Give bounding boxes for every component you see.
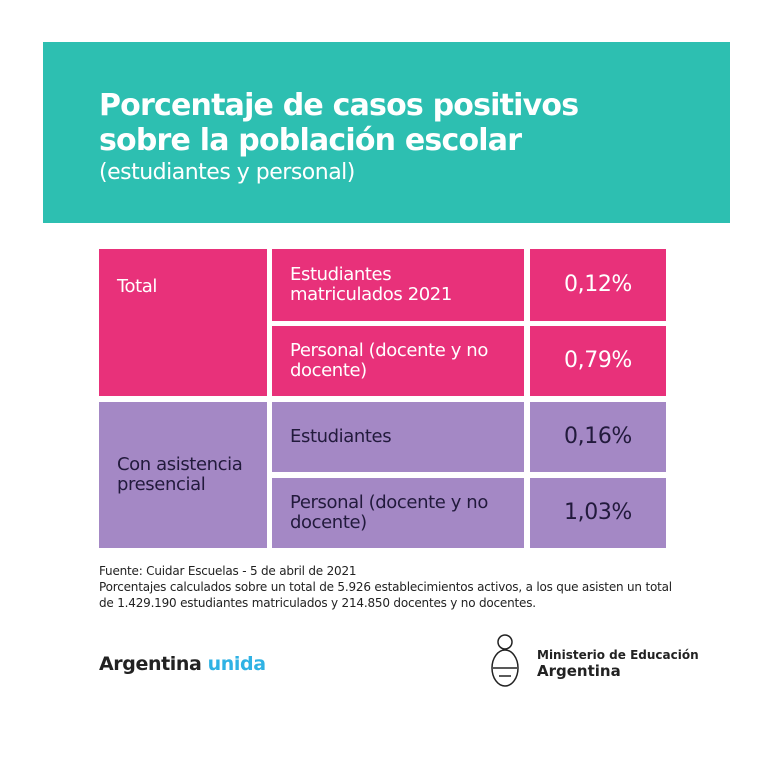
footnote: Porcentajes calculados sobre un total de… bbox=[99, 580, 672, 610]
ministry-line-1: Ministerio de Educación bbox=[537, 648, 699, 662]
source-note: Fuente: Cuidar Escuelas - 5 de abril de … bbox=[99, 564, 357, 578]
group-total: Total bbox=[99, 249, 267, 396]
row-value: 1,03% bbox=[530, 478, 666, 548]
ministry-logo-text: Ministerio de Educación Argentina bbox=[537, 648, 699, 680]
row-value: 0,79% bbox=[530, 326, 666, 396]
row-label: Estudiantes matriculados 2021 bbox=[272, 249, 524, 321]
argentina-unida-logo: Argentina unida bbox=[99, 653, 266, 675]
header-banner: Porcentaje de casos positivos sobre la p… bbox=[43, 42, 730, 223]
row-value: 0,16% bbox=[530, 402, 666, 472]
ministry-line-2: Argentina bbox=[537, 662, 621, 680]
subtitle: (estudiantes y personal) bbox=[99, 160, 355, 185]
page-title: Porcentaje de casos positivos sobre la p… bbox=[99, 88, 730, 158]
coat-of-arms-icon bbox=[489, 632, 521, 690]
row-label: Personal (docente y no docente) bbox=[272, 478, 524, 548]
row-value: 0,12% bbox=[530, 249, 666, 321]
brand-right: unida bbox=[207, 653, 266, 675]
group-presencial: Con asistencia presencial bbox=[99, 402, 267, 548]
title-line-2: sobre la población escolar bbox=[99, 123, 522, 158]
row-label: Personal (docente y no docente) bbox=[272, 326, 524, 396]
brand-left: Argentina bbox=[99, 653, 202, 675]
title-line-1: Porcentaje de casos positivos bbox=[99, 88, 579, 123]
row-label: Estudiantes bbox=[272, 402, 524, 472]
